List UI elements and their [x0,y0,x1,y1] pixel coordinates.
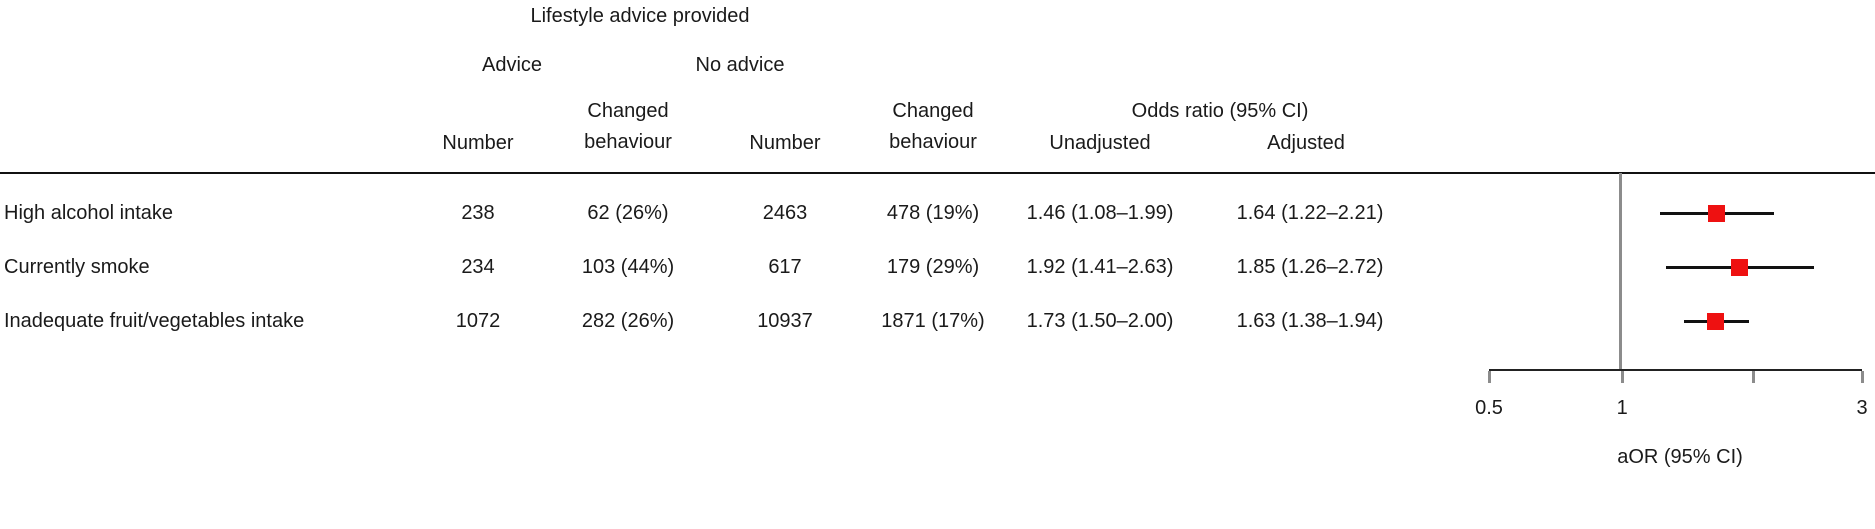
no-advice-number-cell: 617 [768,256,802,278]
adjusted-or-cell: 1.85 (1.26–2.72) [1236,256,1384,278]
figure-title: Lifestyle advice provided [530,5,750,27]
header-unadjusted: Unadjusted [1049,132,1151,154]
no-advice-changed-cell: 478 (19%) [886,202,980,224]
x-axis-line [1489,369,1862,371]
aor-point-marker [1707,312,1725,330]
x-axis-tick-label: 0.5 [1475,397,1503,419]
column-group-advice: Advice [481,54,543,76]
table-row: Inadequate fruit/vegetables intake 1072 … [0,308,1875,334]
advice-changed-cell: 103 (44%) [581,256,675,278]
column-group-odds-ratio: Odds ratio (95% CI) [1131,100,1309,122]
x-axis-tick-label: 1 [1616,397,1628,419]
header-number-advice: Number [442,132,514,154]
x-axis-tick-label: 3 [1856,397,1868,419]
no-advice-number-cell: 10937 [757,310,813,332]
row-label: Inadequate fruit/vegetables intake [4,310,305,332]
header-changed-behaviour-advice: Changed behaviour [584,100,672,153]
adjusted-or-cell: 1.64 (1.22–2.21) [1236,202,1384,224]
header-rule [0,172,1875,174]
row-label: Currently smoke [4,256,150,278]
advice-number-cell: 238 [461,202,495,224]
x-axis-tick [1620,371,1624,383]
column-group-no-advice: No advice [695,54,785,76]
x-axis-tick [1751,371,1755,383]
no-advice-changed-cell: 179 (29%) [886,256,980,278]
header-number-no-advice: Number [749,132,821,154]
aor-point-marker [1708,204,1726,222]
advice-changed-cell: 62 (26%) [587,202,669,224]
table-row: Currently smoke 234 103 (44%) 617 179 (2… [0,254,1875,280]
aor-point-marker [1731,258,1749,276]
adjusted-or-cell: 1.63 (1.38–1.94) [1236,310,1384,332]
unadjusted-or-cell: 1.92 (1.41–2.63) [1026,256,1174,278]
header-changed-behaviour-no-advice: Changed behaviour [889,100,977,153]
advice-number-cell: 1072 [455,310,501,332]
unadjusted-or-cell: 1.73 (1.50–2.00) [1026,310,1174,332]
table-row: High alcohol intake 238 62 (26%) 2463 47… [0,200,1875,226]
header-adjusted: Adjusted [1267,132,1345,154]
x-axis-tick [1860,371,1864,383]
row-label: High alcohol intake [4,202,173,224]
x-axis-title: aOR (95% CI) [1617,446,1743,468]
no-advice-changed-cell: 1871 (17%) [881,310,985,332]
advice-changed-cell: 282 (26%) [581,310,675,332]
advice-number-cell: 234 [461,256,495,278]
x-axis-tick [1487,371,1491,383]
no-advice-number-cell: 2463 [762,202,808,224]
reference-line-or1 [1619,173,1622,370]
unadjusted-or-cell: 1.46 (1.08–1.99) [1026,202,1174,224]
